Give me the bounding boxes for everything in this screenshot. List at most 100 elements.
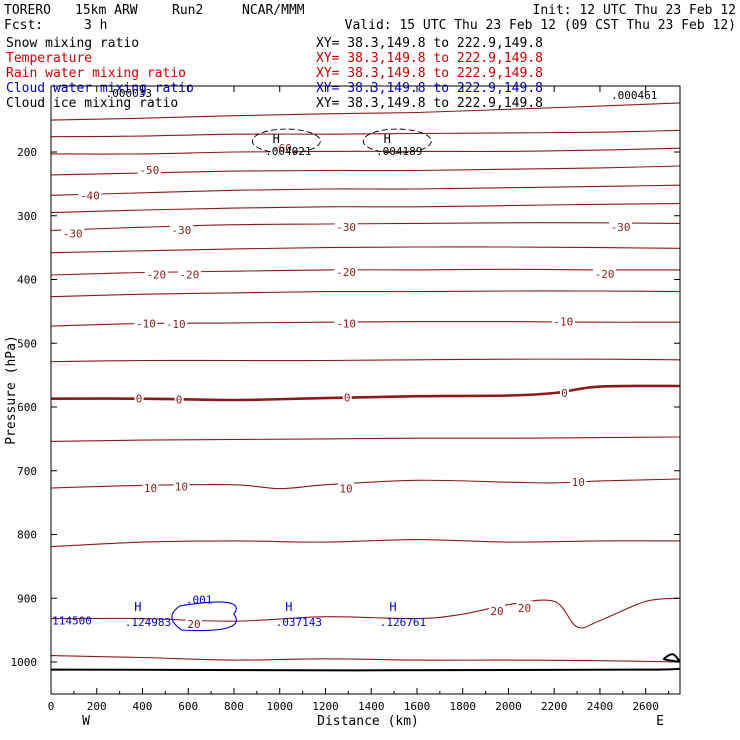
field-name: Rain water mixing ratio	[6, 66, 186, 81]
y-tick-label: 700	[17, 465, 37, 478]
isotherm-label: -60	[272, 142, 292, 155]
field-xy: XY= 38.3,149.8 to 222.9,149.8	[316, 36, 543, 51]
cloud-ice-max-value: .000461	[611, 89, 657, 102]
isotherm-label: 20	[490, 605, 503, 618]
cloud-water-contour	[171, 601, 237, 632]
field-xy: XY= 38.3,149.8 to 222.9,149.8	[316, 66, 543, 81]
x-tick-label: 1800	[449, 700, 476, 713]
x-tick-label: 800	[224, 700, 244, 713]
x-tick-label: 2400	[587, 700, 614, 713]
isotherm-label: -20	[595, 268, 615, 281]
isotherm-label: 10	[339, 483, 352, 496]
organization: NCAR/MMM	[242, 3, 305, 18]
field-name: Temperature	[6, 51, 92, 66]
field-xy: XY= 38.3,149.8 to 222.9,149.8	[316, 81, 543, 96]
isotherm-label-bg	[78, 188, 102, 202]
model-name: TORERO	[4, 3, 51, 18]
isotherm-label-bg	[342, 390, 352, 404]
cloud-water-max-marker: H	[134, 600, 141, 614]
isotherm-label-bg	[334, 220, 358, 234]
isotherm-label: -30	[63, 228, 83, 241]
field-xy: XY= 38.3,149.8 to 222.9,149.8	[316, 96, 543, 111]
isotherm-label-bg	[142, 480, 159, 494]
y-tick-label: 400	[17, 274, 37, 287]
cloud-ice-max-value: .004189	[376, 145, 422, 158]
isotherm-label: 20	[518, 602, 531, 615]
isotherm-label-bg	[174, 392, 184, 406]
isotherm-label: 10	[175, 481, 188, 494]
isotherm-label: -50	[139, 164, 159, 177]
forecast-label: Fcst:	[4, 18, 43, 33]
x-tick-label: 2200	[541, 700, 568, 713]
isotherm-label: -30	[171, 224, 191, 237]
y-tick-label: 800	[17, 529, 37, 542]
valid-time: Valid: 15 UTC Thu 23 Feb 12 (09 CST Thu …	[345, 18, 736, 33]
x-tick-label: 0	[48, 700, 55, 713]
field-name: Cloud ice mixing ratio	[6, 96, 178, 111]
isotherm-label: 10	[572, 476, 585, 489]
x-tick-label: 1600	[404, 700, 431, 713]
isotherm-label-bg	[551, 314, 575, 328]
isotherm-label-bg	[134, 316, 158, 330]
cloud-ice-contour	[362, 128, 432, 154]
cloud-water-max-marker: H	[285, 600, 292, 614]
isotherm-label-bg	[334, 264, 358, 278]
field-xy: XY= 38.3,149.8 to 222.9,149.8	[316, 51, 543, 66]
isotherm-minus40	[51, 184, 680, 196]
isotherm-label: -20	[146, 268, 166, 281]
x-tick-label: 600	[178, 700, 198, 713]
isotherm-label: -30	[611, 221, 631, 234]
isotherm-label-bg	[137, 162, 161, 176]
y-tick-label: 1000	[11, 656, 38, 669]
x-tick-label: 1400	[358, 700, 385, 713]
x-tick-label: 2000	[495, 700, 522, 713]
isotherm-minus25	[51, 246, 680, 254]
plot-area: .001 -60 -50 -40 -30 -30 -30 -30 -20 -20 -20 -20 -10…	[11, 85, 681, 713]
isotherm-minus70	[51, 102, 680, 121]
cloud-water-max-value: .037143	[276, 616, 322, 629]
isotherm-label-bg	[61, 226, 85, 240]
x-tick-label: 200	[87, 700, 107, 713]
x-axis-title: Distance (km)	[317, 714, 419, 729]
isotherm-label-bg	[609, 220, 633, 234]
cloud-ice-max-marker: H	[384, 132, 391, 146]
isotherm-minus5	[51, 358, 680, 363]
cloud-water-max-value: .126761	[380, 616, 426, 629]
isotherm-label-bg	[173, 479, 190, 493]
x-tick-label: 1200	[312, 700, 339, 713]
field-name: Cloud water mixing ratio	[6, 81, 194, 96]
x-tick-label: 2600	[632, 700, 659, 713]
isotherm-label-bg	[489, 604, 506, 617]
isotherm-label-bg	[134, 391, 144, 405]
isotherm-5	[51, 436, 680, 442]
isotherm-0	[51, 384, 680, 402]
isotherm-label: -10	[553, 316, 573, 329]
figure-header: TORERO 15km ARW Run2 NCAR/MMM Init: 12 U…	[4, 3, 736, 33]
isotherm-minus60	[51, 147, 680, 155]
cloud-water-contour-label: .001	[186, 593, 213, 606]
y-tick-label: 900	[17, 592, 37, 605]
isotherm-label: 0	[136, 393, 143, 406]
isotherm-minus15	[51, 290, 680, 298]
isotherm-label: -10	[166, 318, 186, 331]
west-end-label: W	[82, 714, 90, 729]
forecast-hours: 3 h	[84, 18, 107, 33]
isotherm-label: -10	[136, 317, 156, 330]
isotherm-label: 0	[344, 391, 351, 404]
run-name: Run2	[172, 3, 203, 18]
isotherm-label-bg	[593, 266, 617, 280]
isotherm-label-bg	[570, 475, 587, 489]
cloud-ice-max-value: .000033	[106, 87, 152, 100]
isotherm-label: -20	[179, 268, 199, 281]
isotherm-label: -20	[336, 266, 356, 279]
isotherm-label-bg	[164, 317, 188, 331]
isotherm-label-bg	[334, 316, 358, 330]
field-name: Snow mixing ratio	[6, 36, 139, 51]
east-end-label: E	[656, 714, 664, 729]
y-tick-label: 500	[17, 337, 37, 350]
x-tick-label: 400	[133, 700, 153, 713]
isotherm-label: 0	[176, 393, 183, 406]
contour-layer	[51, 102, 680, 672]
cloud-water-max-value: .124983	[125, 616, 171, 629]
